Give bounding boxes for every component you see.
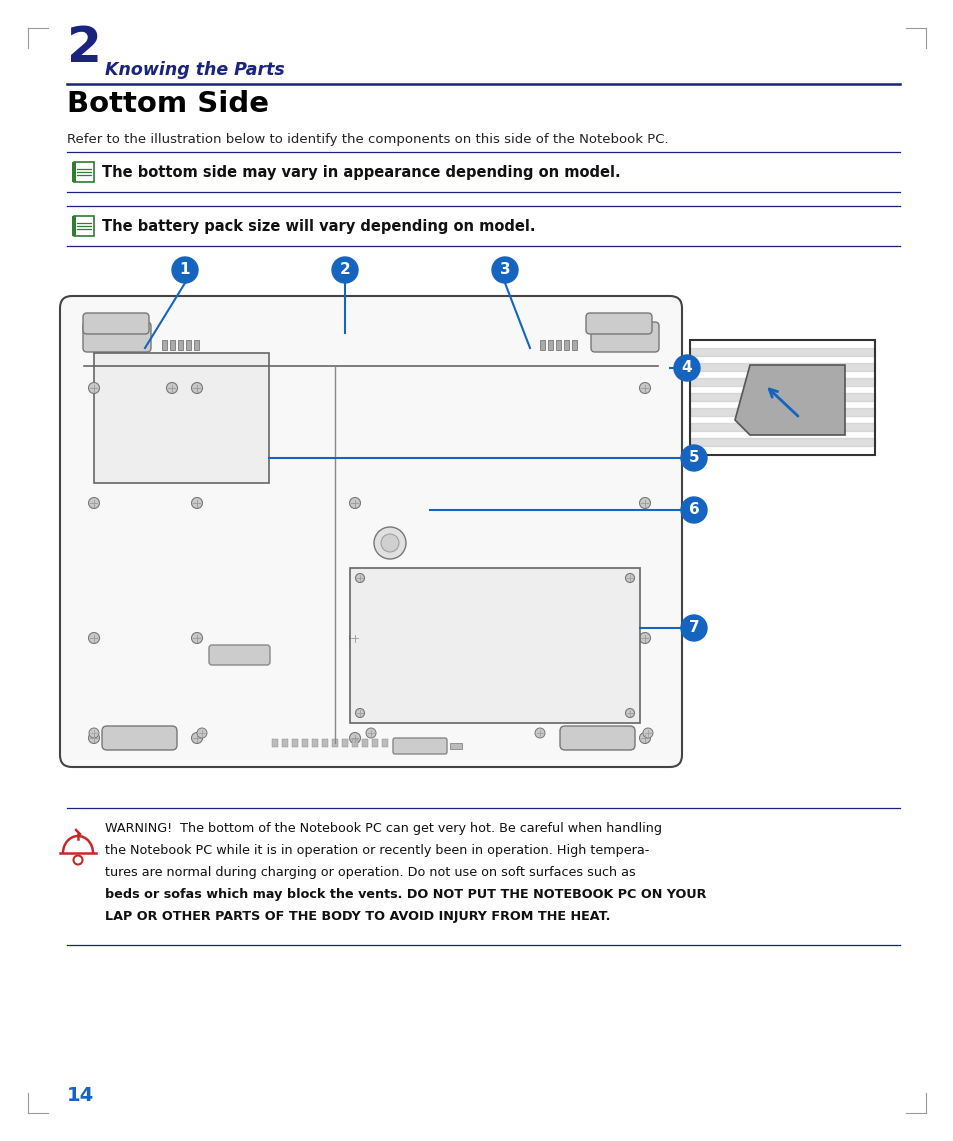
Circle shape — [680, 615, 706, 641]
FancyBboxPatch shape — [559, 726, 635, 750]
Circle shape — [89, 382, 99, 394]
Text: 6: 6 — [688, 502, 699, 518]
Circle shape — [73, 856, 82, 865]
Text: 2: 2 — [339, 262, 350, 277]
Circle shape — [639, 497, 650, 509]
Circle shape — [89, 728, 99, 738]
Text: LAP OR OTHER PARTS OF THE BODY TO AVOID INJURY FROM THE HEAT.: LAP OR OTHER PARTS OF THE BODY TO AVOID … — [105, 911, 610, 923]
Text: The battery pack size will vary depending on model.: The battery pack size will vary dependin… — [102, 218, 535, 234]
Text: Refer to the illustration below to identify the components on this side of the N: Refer to the illustration below to ident… — [67, 133, 668, 146]
Bar — [162, 340, 167, 350]
Bar — [381, 739, 388, 747]
Circle shape — [639, 382, 650, 394]
Circle shape — [374, 527, 406, 559]
Bar — [539, 340, 544, 350]
Bar — [186, 340, 191, 350]
Bar — [292, 739, 297, 747]
Circle shape — [89, 497, 99, 509]
Bar — [450, 743, 461, 748]
Circle shape — [192, 632, 202, 644]
Bar — [556, 340, 560, 350]
Bar — [302, 739, 308, 747]
Circle shape — [673, 355, 700, 381]
Bar — [361, 739, 368, 747]
Bar — [282, 739, 288, 747]
Circle shape — [625, 709, 634, 718]
Text: Bottom Side: Bottom Side — [67, 90, 269, 118]
FancyBboxPatch shape — [83, 322, 151, 353]
Circle shape — [349, 632, 360, 644]
Bar — [322, 739, 328, 747]
Text: 14: 14 — [67, 1086, 94, 1104]
Text: 1: 1 — [179, 262, 190, 277]
Circle shape — [192, 733, 202, 744]
Bar — [71, 216, 76, 236]
Circle shape — [167, 382, 177, 394]
FancyBboxPatch shape — [102, 726, 177, 750]
Bar — [332, 739, 337, 747]
Circle shape — [89, 632, 99, 644]
Circle shape — [192, 382, 202, 394]
Bar — [312, 739, 317, 747]
Bar — [372, 739, 377, 747]
FancyBboxPatch shape — [209, 645, 270, 665]
Bar — [153, 370, 239, 408]
Text: beds or sofas which may block the vents. DO NOT PUT THE NOTEBOOK PC ON YOUR: beds or sofas which may block the vents.… — [105, 888, 705, 901]
Text: 5: 5 — [688, 451, 699, 466]
Text: 3: 3 — [499, 262, 510, 277]
Bar — [272, 739, 277, 747]
Polygon shape — [734, 365, 844, 435]
FancyBboxPatch shape — [585, 313, 651, 334]
FancyBboxPatch shape — [74, 216, 94, 236]
Text: 2: 2 — [67, 24, 102, 72]
Circle shape — [535, 728, 544, 738]
Circle shape — [639, 632, 650, 644]
Bar — [352, 739, 357, 747]
Bar — [193, 340, 199, 350]
Circle shape — [349, 497, 360, 509]
Bar — [94, 353, 269, 483]
Circle shape — [642, 728, 652, 738]
Text: tures are normal during charging or operation. Do not use on soft surfaces such : tures are normal during charging or oper… — [105, 866, 635, 879]
Text: The bottom side may vary in appearance depending on model.: The bottom side may vary in appearance d… — [102, 164, 620, 179]
Bar — [572, 340, 577, 350]
Text: the Notebook PC while it is in operation or recently been in operation. High tem: the Notebook PC while it is in operation… — [105, 844, 649, 857]
Bar — [547, 340, 553, 350]
Circle shape — [380, 534, 398, 552]
Circle shape — [196, 728, 207, 738]
Bar — [170, 340, 174, 350]
Circle shape — [332, 257, 357, 283]
Circle shape — [639, 733, 650, 744]
Text: WARNING!  The bottom of the Notebook PC can get very hot. Be careful when handli: WARNING! The bottom of the Notebook PC c… — [105, 822, 661, 835]
Circle shape — [349, 733, 360, 744]
FancyBboxPatch shape — [393, 738, 447, 754]
FancyBboxPatch shape — [590, 322, 659, 353]
Circle shape — [366, 728, 375, 738]
Text: 4: 4 — [681, 361, 692, 375]
FancyBboxPatch shape — [60, 296, 681, 767]
Circle shape — [625, 574, 634, 583]
Circle shape — [680, 445, 706, 471]
Circle shape — [355, 574, 364, 583]
Bar — [178, 340, 183, 350]
Text: Knowing the Parts: Knowing the Parts — [105, 60, 284, 79]
Bar — [341, 739, 348, 747]
Circle shape — [355, 709, 364, 718]
Circle shape — [192, 497, 202, 509]
Circle shape — [89, 733, 99, 744]
Circle shape — [680, 497, 706, 523]
Bar — [563, 340, 568, 350]
Circle shape — [172, 257, 198, 283]
Bar — [350, 568, 639, 723]
FancyBboxPatch shape — [83, 313, 149, 334]
Text: 7: 7 — [688, 621, 699, 636]
Bar — [71, 162, 76, 183]
Circle shape — [492, 257, 517, 283]
FancyBboxPatch shape — [74, 162, 94, 183]
